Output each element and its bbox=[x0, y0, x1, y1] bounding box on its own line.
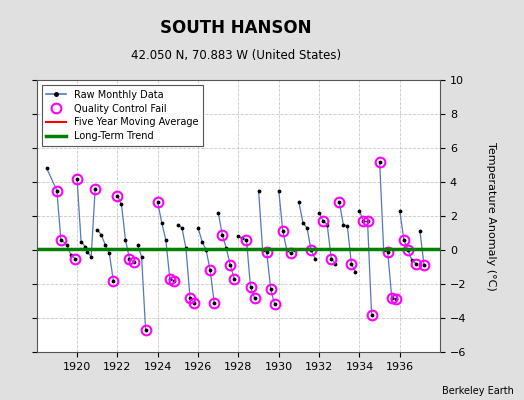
Legend: Raw Monthly Data, Quality Control Fail, Five Year Moving Average, Long-Term Tren: Raw Monthly Data, Quality Control Fail, … bbox=[41, 85, 203, 146]
Text: Berkeley Earth: Berkeley Earth bbox=[442, 386, 514, 396]
Text: 42.050 N, 70.883 W (United States): 42.050 N, 70.883 W (United States) bbox=[130, 50, 341, 62]
Y-axis label: Temperature Anomaly (°C): Temperature Anomaly (°C) bbox=[486, 142, 496, 290]
Text: SOUTH HANSON: SOUTH HANSON bbox=[160, 19, 312, 37]
